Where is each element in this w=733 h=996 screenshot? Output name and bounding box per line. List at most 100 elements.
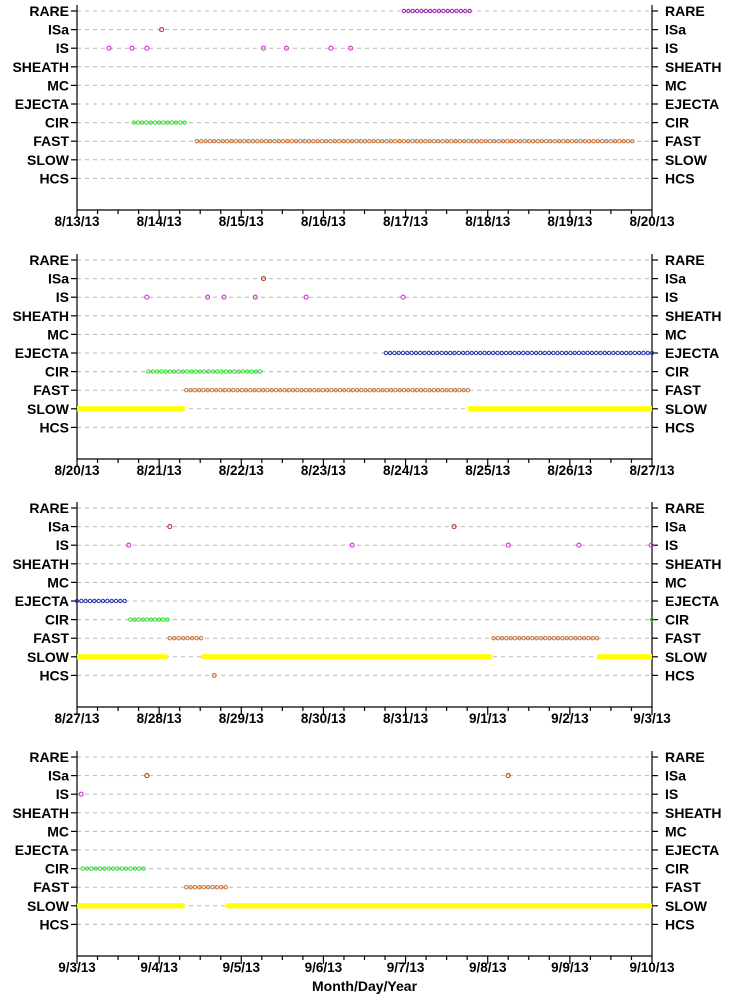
x-tick-label: 8/23/13 — [301, 463, 347, 478]
segment-marker — [630, 139, 635, 144]
segment-marker — [518, 139, 523, 144]
category-label-left: ISa — [48, 768, 69, 784]
segment-marker — [298, 139, 303, 144]
segment-marker — [295, 388, 300, 393]
x-tick-label: 9/2/13 — [551, 711, 589, 726]
segment-marker — [341, 139, 346, 144]
segment-marker — [423, 388, 428, 393]
segment-marker — [582, 139, 588, 144]
segment-marker — [136, 617, 141, 622]
segment-marker — [419, 8, 424, 14]
segment-marker — [625, 139, 631, 144]
segment-marker — [563, 350, 569, 356]
segment-marker — [482, 350, 487, 356]
category-label-right: CIR — [665, 861, 689, 877]
x-tick-label: 9/3/13 — [58, 960, 96, 975]
segment-marker — [123, 866, 129, 871]
segment-marker — [525, 636, 531, 641]
segment-marker — [152, 120, 158, 125]
segment-marker — [615, 350, 620, 356]
isa-event-point — [167, 524, 173, 530]
segment-marker — [148, 120, 153, 125]
segment-marker — [329, 388, 334, 393]
category-label-right: IS — [665, 40, 678, 56]
segment-marker — [316, 388, 321, 393]
segment-marker — [269, 388, 274, 393]
fast-segment — [184, 388, 471, 393]
category-label-left: CIR — [45, 364, 69, 380]
isa-event-point — [451, 524, 457, 530]
segment-marker — [449, 139, 454, 144]
is-event-point — [252, 294, 258, 300]
segment-marker — [418, 139, 424, 144]
category-label-right: SLOW — [665, 898, 708, 914]
x-tick-label: 8/20/13 — [54, 463, 100, 478]
category-label-right: SHEATH — [665, 805, 722, 821]
x-tick-label: 9/10/13 — [629, 960, 675, 975]
segment-marker — [490, 350, 496, 356]
segment-marker — [165, 617, 170, 622]
category-label-left: MC — [47, 77, 69, 93]
segment-marker — [599, 139, 605, 144]
segment-marker — [260, 388, 266, 393]
segment-marker — [384, 388, 390, 393]
is-event-point — [144, 45, 150, 51]
segment-marker — [363, 388, 368, 393]
x-tick-label: 9/6/13 — [305, 960, 343, 975]
category-label-right: FAST — [665, 879, 701, 895]
segment-marker — [586, 636, 591, 641]
segment-marker — [576, 350, 582, 356]
segment-marker — [227, 369, 233, 374]
segment-marker — [223, 885, 228, 890]
segment-marker — [272, 139, 277, 144]
is-event-point — [328, 45, 334, 51]
segment-marker — [499, 350, 504, 356]
segment-marker — [474, 139, 480, 144]
x-tick-label: 8/14/13 — [137, 214, 183, 229]
segment-marker — [337, 388, 343, 393]
segment-marker — [286, 388, 291, 393]
segment-marker — [273, 388, 279, 393]
category-label-left: HCS — [39, 916, 69, 932]
segment-marker — [594, 636, 600, 641]
cir-segment — [649, 617, 655, 622]
slow-wind-segment — [225, 903, 652, 909]
segment-marker — [393, 139, 398, 144]
category-label-right: SLOW — [665, 401, 708, 417]
category-label-left: IS — [56, 289, 69, 305]
segment-marker — [427, 388, 432, 393]
segment-marker — [135, 120, 141, 125]
segment-marker — [418, 388, 424, 393]
segment-marker — [568, 636, 574, 641]
category-label-left: EJECTA — [15, 345, 69, 361]
segment-marker — [219, 369, 224, 374]
segment-marker — [432, 8, 437, 14]
segment-marker — [110, 866, 116, 871]
segment-marker — [188, 885, 193, 890]
segment-marker — [276, 139, 282, 144]
segment-marker — [443, 350, 449, 356]
segment-marker — [242, 139, 247, 144]
segment-marker — [521, 350, 526, 356]
x-tick-label: 9/9/13 — [551, 960, 589, 975]
category-label-right: IS — [665, 289, 678, 305]
segment-marker — [205, 885, 211, 890]
segment-marker — [636, 350, 642, 356]
segment-marker — [509, 139, 514, 144]
segment-marker — [487, 139, 493, 144]
segment-marker — [414, 139, 419, 144]
category-label-right: SHEATH — [665, 556, 722, 572]
slow-wind-segment — [77, 654, 168, 660]
segment-marker — [440, 139, 445, 144]
segment-marker — [245, 369, 250, 374]
segment-marker — [188, 388, 193, 393]
segment-marker — [173, 120, 179, 125]
x-tick-label: 8/22/13 — [219, 463, 265, 478]
segment-marker — [197, 885, 202, 890]
segment-marker — [591, 139, 596, 144]
category-label-left: ISa — [48, 271, 69, 287]
ejecta-segment — [383, 350, 655, 356]
category-label-left: CIR — [45, 861, 69, 877]
category-label-right: SLOW — [665, 649, 708, 665]
segment-marker — [256, 388, 262, 393]
